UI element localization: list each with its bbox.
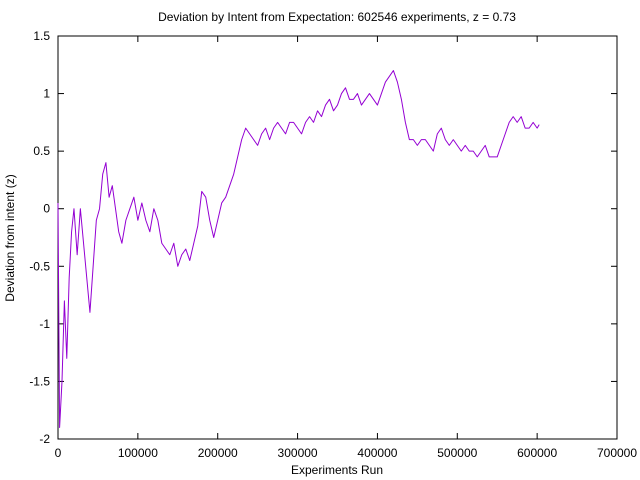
y-tick-label: -0.5 [29, 259, 50, 273]
plot-frame [57, 35, 618, 440]
x-ticks: 0 100000 200000 300000 400000 500000 600000 700… [55, 36, 637, 460]
y-tick-label: -1.5 [29, 374, 50, 388]
x-tick-label: 0 [55, 446, 62, 460]
x-axis-label: Experiments Run [291, 463, 383, 477]
x-tick-label: 200000 [198, 446, 238, 460]
x-tick-label: 400000 [357, 446, 397, 460]
x-tick-label: 700000 [597, 446, 637, 460]
x-tick-label: 300000 [278, 446, 318, 460]
y-ticks: -2 -1.5 -1 -0.5 0 0.5 1 1.5 [29, 29, 617, 446]
x-tick-label: 600000 [517, 446, 557, 460]
series-line [57, 70, 540, 428]
y-tick-label: -2 [39, 432, 50, 446]
y-axis-label: Deviation from intent (z) [3, 174, 17, 301]
y-tick-label: -1 [39, 317, 50, 331]
x-tick-label: 500000 [437, 446, 477, 460]
y-tick-label: 1.5 [33, 29, 50, 43]
chart-title: Deviation by Intent from Expectation: 60… [158, 10, 516, 24]
x-tick-label: 100000 [118, 446, 158, 460]
y-tick-label: 1 [43, 87, 50, 101]
series-group [57, 70, 540, 428]
y-tick-label: 0.5 [33, 144, 50, 158]
y-tick-label: 0 [43, 202, 50, 216]
